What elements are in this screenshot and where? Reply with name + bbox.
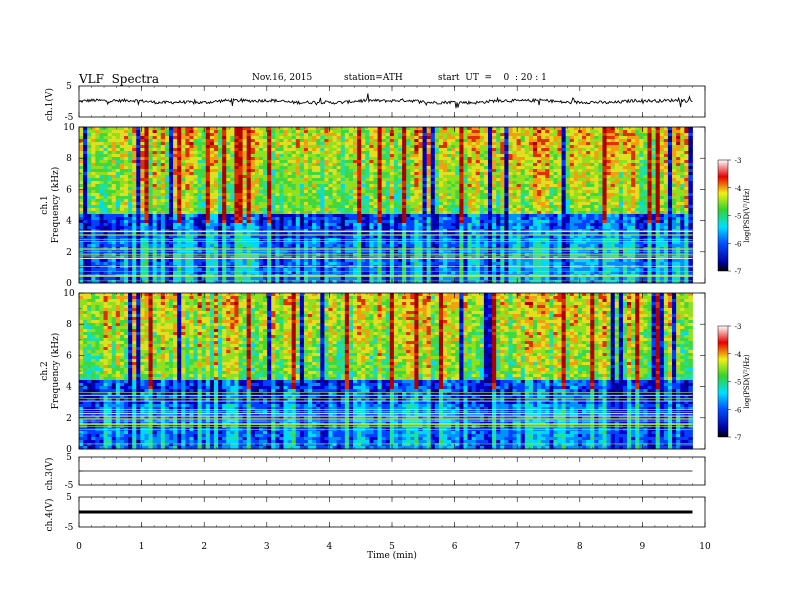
- xtick-label: 8: [577, 542, 583, 552]
- ytick-label: 6: [66, 185, 72, 195]
- ytick-label: 5: [66, 493, 72, 503]
- ch1-spectrogram-image: [79, 127, 693, 284]
- xtick-label: 10: [699, 542, 711, 552]
- station-label: station=ATH: [344, 73, 403, 83]
- ytick-label: 4: [66, 383, 72, 393]
- ytick-label: 6: [66, 351, 72, 361]
- xtick-label: 0: [76, 542, 82, 552]
- colorbar-tick-label: -6: [735, 240, 742, 248]
- xaxis-label: Time (min): [367, 550, 417, 561]
- ytick-label: 0: [66, 445, 72, 455]
- ytick-label: 2: [66, 414, 72, 424]
- xtick-label: 6: [452, 542, 458, 552]
- ch1-trace: [79, 93, 693, 109]
- ylabel: ch.4(V): [44, 499, 55, 532]
- ch1-spectrogram-colorbar: [717, 159, 729, 272]
- start-time-label: start UT = 0 : 20 : 1: [438, 73, 547, 83]
- ylabel: ch.3(V): [44, 458, 55, 491]
- date-label: Nov.16, 2015: [252, 73, 312, 83]
- colorbar-label: log(PSD(V²/Hz): [743, 188, 751, 243]
- ytick-label: 0: [66, 279, 72, 289]
- ytick-label: 8: [66, 154, 72, 164]
- xtick-label: 7: [514, 542, 520, 552]
- ylabel-channel: ch.2: [40, 361, 50, 380]
- colorbar-tick-label: -3: [735, 157, 742, 165]
- colorbar-tick-label: -5: [735, 379, 742, 387]
- ytick-label: 8: [66, 320, 72, 330]
- ylabel-frequency: Frequency (kHz): [50, 333, 61, 410]
- ytick-label: 10: [63, 289, 75, 299]
- xtick-label: 1: [139, 542, 145, 552]
- colorbar-tick-label: -7: [735, 268, 742, 276]
- colorbar-tick-label: -4: [735, 185, 742, 193]
- colorbar-label: log(PSD(V²/Hz): [743, 354, 751, 409]
- ytick-label: -5: [65, 523, 74, 533]
- colorbar-tick-label: -7: [735, 434, 742, 442]
- colorbar-tick-label: -4: [735, 351, 742, 359]
- ytick-label: 5: [66, 82, 72, 92]
- ytick-label: 10: [63, 123, 75, 133]
- ytick-label: -5: [65, 481, 74, 491]
- colorbar-tick-label: -5: [735, 213, 742, 221]
- ylabel: ch.1(V): [44, 88, 55, 121]
- colorbar-tick-label: -3: [735, 323, 742, 331]
- xtick-label: 2: [201, 542, 207, 552]
- ytick-label: 4: [66, 217, 72, 227]
- ch2-spectrogram-colorbar: [717, 325, 729, 438]
- xtick-label: 5: [389, 542, 395, 552]
- ytick-label: 2: [66, 248, 72, 258]
- ch2-spectrogram-image: [79, 293, 693, 450]
- plot-title: VLF Spectra: [79, 72, 159, 86]
- ytick-label: 5: [66, 453, 72, 463]
- xtick-label: 9: [640, 542, 646, 552]
- xtick-label: 4: [327, 542, 333, 552]
- colorbar-tick-label: -6: [735, 406, 742, 414]
- ylabel-frequency: Frequency (kHz): [50, 167, 61, 244]
- ylabel-channel: ch.1: [40, 195, 50, 214]
- ytick-label: -5: [65, 113, 74, 123]
- xtick-label: 3: [264, 542, 270, 552]
